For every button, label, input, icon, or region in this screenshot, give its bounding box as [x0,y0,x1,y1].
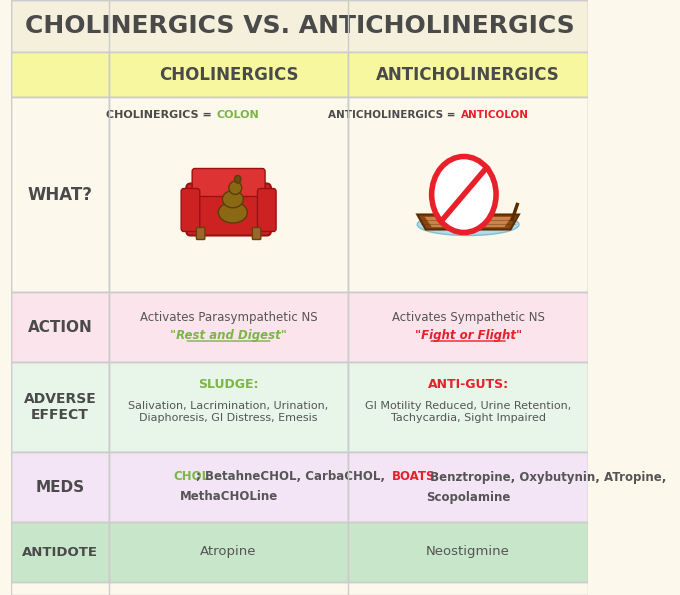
FancyBboxPatch shape [12,522,109,582]
Ellipse shape [457,198,471,209]
Text: Neostigmine: Neostigmine [426,546,510,559]
Text: ANTI-GUTS:: ANTI-GUTS: [428,378,509,392]
FancyBboxPatch shape [12,452,109,522]
Text: CHOL: CHOL [173,471,209,484]
FancyBboxPatch shape [186,183,271,236]
FancyBboxPatch shape [109,362,348,452]
Text: Scopolamine: Scopolamine [426,490,510,503]
Text: ANTICHOLINERGICS: ANTICHOLINERGICS [376,65,560,83]
FancyBboxPatch shape [181,189,200,231]
Text: GI Motility Reduced, Urine Retention,
Tachycardia, Sight Impaired: GI Motility Reduced, Urine Retention, Ta… [365,401,571,423]
Text: MethaCHOLine: MethaCHOLine [180,490,277,503]
Text: CHOLINERGICS: CHOLINERGICS [159,65,299,83]
Ellipse shape [461,191,470,200]
Polygon shape [424,217,512,227]
Text: BOATS:: BOATS: [392,471,440,484]
FancyBboxPatch shape [348,452,588,522]
FancyBboxPatch shape [348,292,588,362]
Text: WHAT?: WHAT? [28,186,92,203]
FancyBboxPatch shape [348,52,588,97]
Text: Activates Parasympathetic NS: Activates Parasympathetic NS [140,311,318,324]
Text: ; BetahneCHOL, CarbaCHOL,: ; BetahneCHOL, CarbaCHOL, [196,471,385,484]
Text: "Fight or Flight": "Fight or Flight" [415,328,522,342]
Text: ADVERSE
EFFECT: ADVERSE EFFECT [24,392,97,422]
FancyBboxPatch shape [192,168,265,196]
FancyBboxPatch shape [109,52,348,97]
Ellipse shape [229,181,241,195]
FancyBboxPatch shape [348,362,588,452]
Text: "Rest and Digest": "Rest and Digest" [170,328,287,342]
Text: SLUDGE:: SLUDGE: [199,378,259,392]
FancyBboxPatch shape [109,97,348,292]
Text: ANTICHOLINERGICS =: ANTICHOLINERGICS = [328,110,460,120]
Text: Benztropine, Oxybutynin, ATropine,: Benztropine, Oxybutynin, ATropine, [426,471,666,484]
FancyBboxPatch shape [197,227,205,240]
Text: ANTICOLON: ANTICOLON [460,110,528,120]
FancyBboxPatch shape [348,522,588,582]
Text: COLON: COLON [217,110,260,120]
FancyBboxPatch shape [258,189,276,231]
Circle shape [432,156,496,233]
Text: ACTION: ACTION [28,320,92,334]
FancyBboxPatch shape [109,522,348,582]
FancyBboxPatch shape [12,97,109,292]
FancyBboxPatch shape [109,292,348,362]
FancyBboxPatch shape [12,0,588,52]
Ellipse shape [454,205,474,220]
Polygon shape [418,215,519,230]
Ellipse shape [465,187,469,192]
Ellipse shape [218,202,248,223]
FancyBboxPatch shape [252,227,261,240]
Text: Activates Sympathetic NS: Activates Sympathetic NS [392,311,545,324]
Text: ANTIDOTE: ANTIDOTE [22,546,98,559]
Ellipse shape [235,176,241,183]
FancyBboxPatch shape [12,362,109,452]
Text: MEDS: MEDS [35,480,85,494]
Text: CHOLINERGICS =: CHOLINERGICS = [106,110,216,120]
Text: Atropine: Atropine [201,546,257,559]
FancyBboxPatch shape [109,452,348,522]
FancyBboxPatch shape [12,292,109,362]
FancyBboxPatch shape [348,97,588,292]
Ellipse shape [418,214,519,236]
Text: Salivation, Lacrimination, Urination,
Diaphoresis, GI Distress, Emesis: Salivation, Lacrimination, Urination, Di… [129,401,328,423]
FancyBboxPatch shape [12,52,109,97]
Ellipse shape [222,190,243,208]
Text: CHOLINERGICS VS. ANTICHOLINERGICS: CHOLINERGICS VS. ANTICHOLINERGICS [24,14,575,38]
